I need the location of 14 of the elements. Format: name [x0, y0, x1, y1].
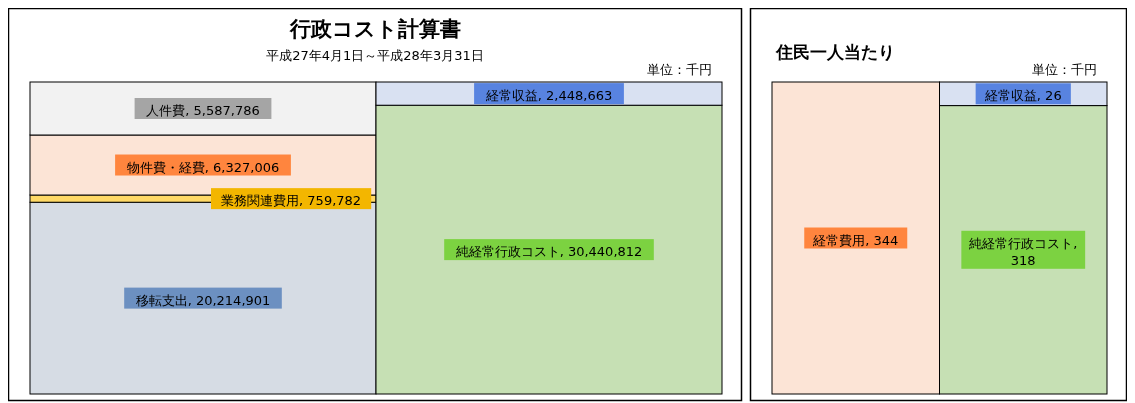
data-label: 純経常行政コスト, 318 — [969, 235, 1078, 268]
chart-title: 住民一人当たり — [775, 42, 895, 62]
text: 単位：千円 — [1032, 62, 1097, 77]
data-label: 移転支出, 20,214,901 — [135, 292, 271, 308]
data-label: 物件費・経費, 6,327,006 — [126, 159, 280, 175]
text: 単位：千円 — [647, 62, 712, 77]
data-label: 純経常行政コスト, 30,440,812 — [455, 244, 643, 260]
chart-title: 行政コスト計算書 — [288, 17, 461, 41]
data-label: 業務関連費用, 759,782 — [221, 193, 362, 209]
data-label: 人件費, 5,587,786 — [146, 103, 260, 118]
data-label: 経常費用, 344 — [812, 232, 899, 248]
data-label: 経常収益, 2,448,663 — [484, 88, 613, 104]
data-label: 経常収益, 26 — [983, 88, 1062, 104]
chart-subtitle: 平成27年4月1日～平成28年3月31日 — [266, 48, 484, 63]
